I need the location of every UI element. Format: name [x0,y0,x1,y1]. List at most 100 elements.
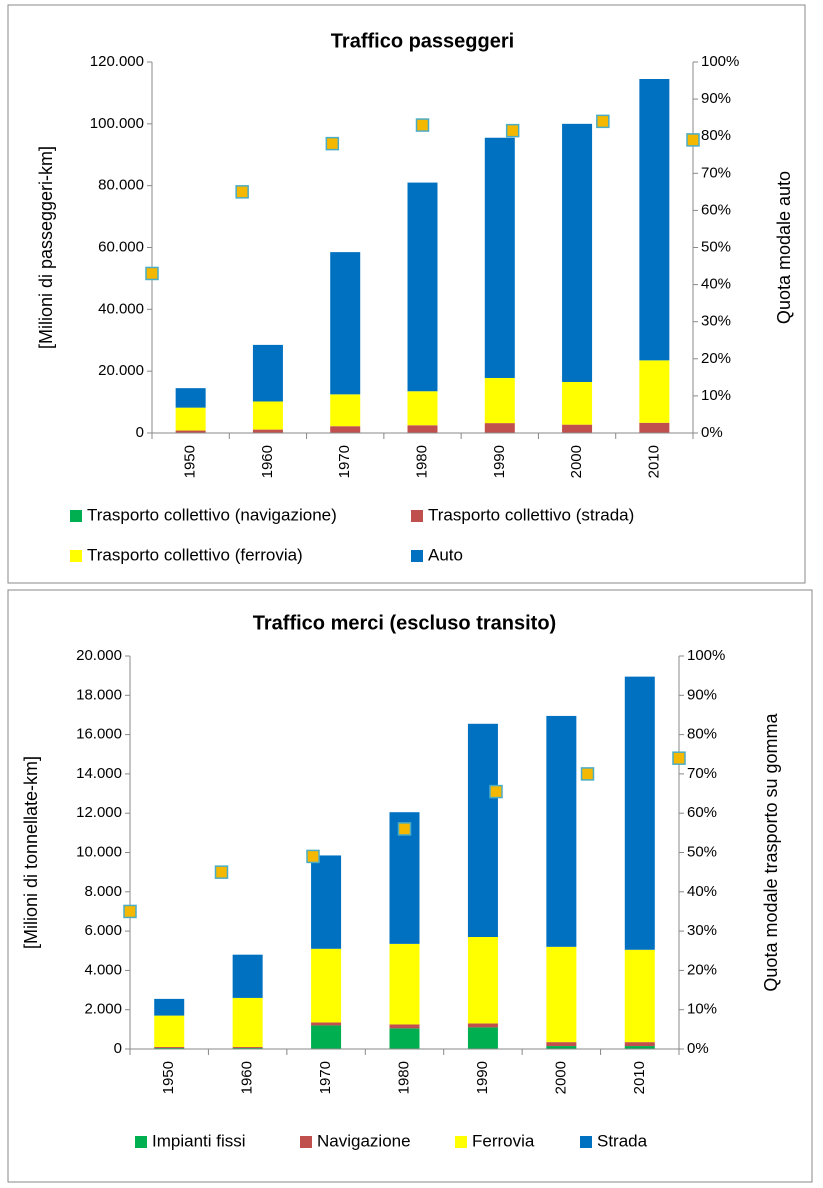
bar-segment [311,1022,342,1026]
y2-tick-label: 10% [701,387,731,404]
y-tick-label: 4.000 [84,961,122,978]
legend-label: Ferrovia [472,1131,535,1150]
y2-tick-label: 70% [687,765,717,782]
y2-tick-label: 100% [687,647,725,664]
bar-segment [330,252,361,395]
bar-segment [484,423,515,433]
share-marker [415,118,430,132]
x-tick-label: 1960 [259,445,276,478]
x-tick-label: 1970 [317,1061,334,1094]
share-marker [580,767,595,781]
bar-segment [467,723,498,937]
legend-swatch [300,1136,312,1148]
legend-swatch [70,510,82,522]
bar-segment [389,1028,420,1049]
x-tick-label: 1970 [336,445,353,478]
legend-label: Auto [428,545,463,564]
y-tick-label: 18.000 [76,686,122,703]
bar-segment [311,948,342,1023]
bar-segment [175,430,206,433]
bar-segment [624,1046,655,1049]
chart-title: Traffico passeggeri [331,30,514,52]
bar-segment [232,954,263,998]
y-tick-label: 120.000 [90,53,144,70]
y2-tick-label: 10% [687,1001,717,1018]
x-tick-label: 2010 [631,1061,648,1094]
bar-segment [311,1025,342,1049]
x-tick-label: 1990 [491,445,508,478]
bar-segment [154,1047,185,1049]
y-tick-label: 20.000 [98,362,144,379]
y-tick-label: 2.000 [84,1001,122,1018]
legend-swatch [70,550,82,562]
y2-tick-label: 80% [701,127,731,144]
bar-segment [389,1024,420,1029]
bar-segment [562,123,593,382]
y2-tick-label: 40% [687,883,717,900]
y2-tick-label: 50% [701,238,731,255]
bar-segment [624,676,655,950]
x-tick-label: 2010 [645,445,662,478]
legend-swatch [455,1136,467,1148]
bar-segment [546,1042,577,1047]
chart-frame [7,4,806,584]
y2-axis-label: Quota modale auto [774,171,794,324]
y-tick-label: 80.000 [98,177,144,194]
y2-tick-label: 30% [701,313,731,330]
bar-segment [546,946,577,1043]
share-marker [686,133,700,147]
bar-segment [311,855,342,949]
share-marker [123,904,137,919]
bar-segment [624,1042,655,1047]
y2-tick-label: 90% [687,686,717,703]
chart-title: Traffico merci (escluso transito) [253,612,556,634]
bar-segment [154,1015,185,1048]
y-tick-label: 12.000 [76,804,122,821]
y2-tick-label: 40% [701,276,731,293]
legend-swatch [411,510,423,522]
y-tick-label: 60.000 [98,238,144,255]
bar-segment [639,79,670,361]
y-tick-label: 10.000 [76,843,122,860]
x-tick-label: 1980 [413,445,430,478]
y2-tick-label: 20% [687,961,717,978]
y2-tick-label: 60% [687,804,717,821]
bar-segment [232,997,263,1048]
bar-segment [484,377,515,424]
bar-segment [252,344,283,402]
y2-tick-label: 90% [701,90,731,107]
bar-segment [467,1023,498,1028]
bar-segment [467,1027,498,1049]
share-marker [672,751,686,765]
legend-swatch [580,1136,592,1148]
y2-tick-label: 0% [701,424,723,441]
legend-swatch [135,1136,147,1148]
y2-tick-label: 0% [687,1040,709,1057]
y-tick-label: 8.000 [84,883,122,900]
x-tick-label: 2000 [568,445,585,478]
y-axis-label: [Milioni di passeggeri-km] [36,146,56,349]
y-tick-label: 0 [136,424,144,441]
x-tick-label: 1980 [395,1061,412,1094]
bar-segment [639,422,670,433]
bar-segment [330,426,361,433]
bar-segment [330,394,361,427]
y2-tick-label: 30% [687,922,717,939]
y-tick-label: 100.000 [90,115,144,132]
y-tick-label: 16.000 [76,726,122,743]
x-tick-label: 1950 [160,1061,177,1094]
y-tick-label: 20.000 [76,647,122,664]
x-tick-label: 1960 [239,1061,256,1094]
y-tick-label: 0 [114,1040,122,1057]
y2-tick-label: 100% [701,53,739,70]
y2-axis-label: Quota modale trasporto su gomma [761,712,781,991]
legend-swatch [411,550,423,562]
bar-segment [624,949,655,1043]
x-tick-label: 1950 [182,445,199,478]
legend-label: Trasporto collettivo (strada) [428,505,634,524]
y-tick-label: 40.000 [98,300,144,317]
bar-segment [175,407,206,431]
bar-segment [546,715,577,947]
bar-segment [407,182,438,392]
